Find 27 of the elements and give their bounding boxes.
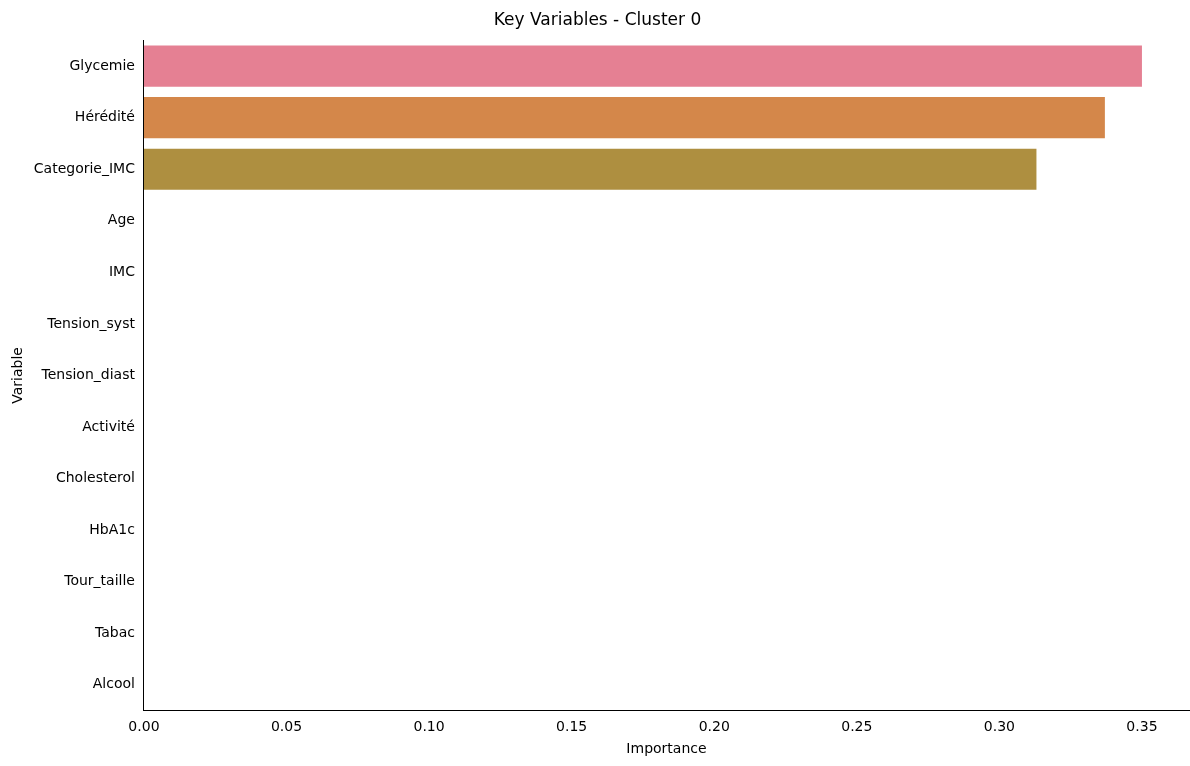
y-tick-label: HbA1c [89, 520, 135, 537]
x-tick-label: 0.15 [556, 718, 588, 735]
y-tick-label: Alcool [92, 675, 135, 692]
y-tick-label: Glycemie [69, 56, 135, 73]
y-tick-label: Cholesterol [55, 469, 135, 486]
y-tick-label: Categorie_IMC [33, 159, 136, 176]
x-tick-label: 0.30 [983, 718, 1015, 735]
y-tick-label: Tabac [93, 623, 135, 640]
x-tick-label: 0.35 [1126, 718, 1158, 735]
y-tick-label: Tension_syst [46, 314, 136, 331]
y-tick-label: IMC [108, 262, 136, 279]
x-tick-label: 0.00 [128, 718, 160, 735]
x-axis-title: Importance [626, 740, 707, 757]
y-axis-title: Variable [9, 347, 26, 404]
x-tick-label: 0.10 [413, 718, 445, 735]
bar [143, 148, 1037, 190]
chart-title: Key Variables - Cluster 0 [493, 8, 702, 29]
x-tick-label: 0.20 [698, 718, 730, 735]
x-tick-label: 0.25 [841, 718, 873, 735]
y-tick-label: Tour_taille [63, 572, 135, 589]
bar [143, 97, 1105, 139]
y-tick-label: Hérédité [74, 108, 135, 125]
y-tick-label: Tension_diast [40, 366, 136, 383]
y-tick-label: Age [107, 211, 135, 228]
bar [143, 45, 1142, 87]
x-tick-label: 0.05 [270, 718, 303, 735]
y-tick-label: Activité [82, 417, 135, 434]
